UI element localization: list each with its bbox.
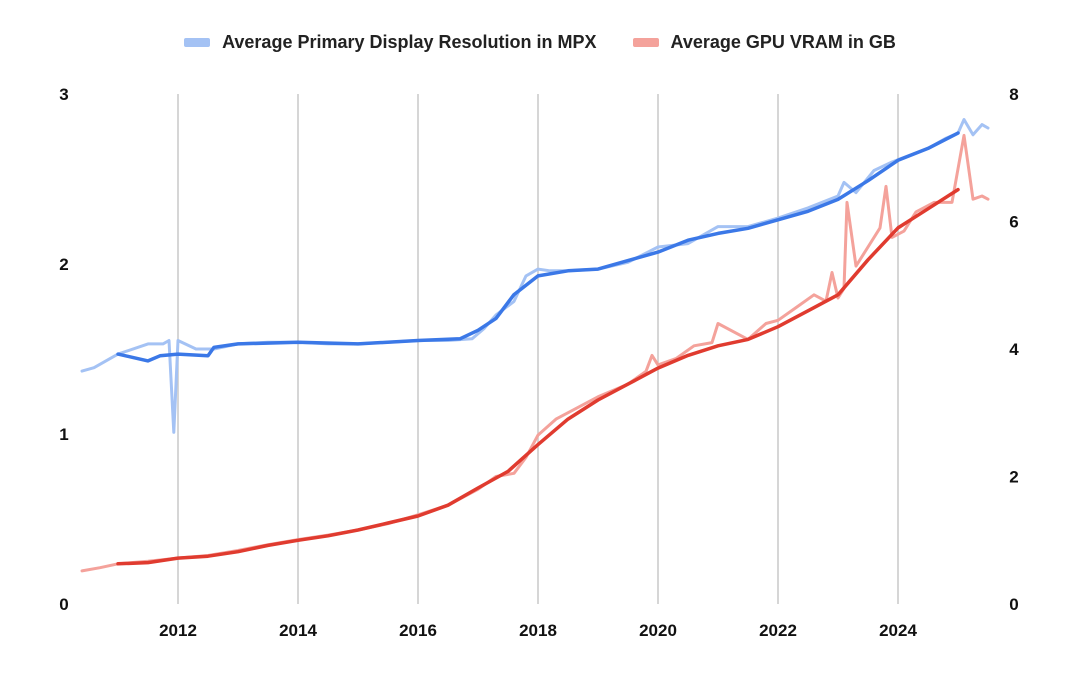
legend: Average Primary Display Resolution in MP…: [0, 32, 1080, 53]
y-right-tick-label-4: 4: [1009, 340, 1019, 359]
y-left-tick-label-1: 1: [59, 425, 68, 444]
x-tick-label-2016: 2016: [399, 621, 437, 640]
legend-item-display-resolution[interactable]: Average Primary Display Resolution in MP…: [184, 32, 597, 53]
y-left-tick-label-0: 0: [59, 595, 68, 614]
series-line-display-resolution-trend: [116, 131, 960, 363]
series-lines: [80, 118, 990, 573]
tick-labels: 2012 2014 2016 2018 2020 2022 2024 0 1 2 3 0 2 4 6 8: [59, 85, 1019, 640]
y-right-tick-label-2: 2: [1009, 468, 1018, 487]
legend-swatch-display-resolution: [184, 38, 211, 47]
x-tick-label-2022: 2022: [759, 621, 797, 640]
legend-label-display-resolution: Average Primary Display Resolution in MP…: [222, 32, 597, 52]
y-right-tick-label-0: 0: [1009, 595, 1018, 614]
x-tick-label-2014: 2014: [279, 621, 317, 640]
legend-swatch-gpu-vram: [632, 38, 659, 47]
series-line-gpu-vram-trend: [116, 187, 960, 566]
y-left-tick-label-3: 3: [59, 85, 68, 104]
y-left-tick-label-2: 2: [59, 255, 68, 274]
x-tick-label-2018: 2018: [519, 621, 557, 640]
legend-item-gpu-vram[interactable]: Average GPU VRAM in GB: [632, 32, 896, 53]
x-tick-label-2024: 2024: [879, 621, 917, 640]
y-right-tick-label-6: 6: [1009, 213, 1018, 232]
series-line-gpu-vram-raw: [80, 133, 990, 573]
y-right-tick-label-8: 8: [1009, 85, 1018, 104]
x-tick-label-2012: 2012: [159, 621, 197, 640]
x-tick-label-2020: 2020: [639, 621, 677, 640]
legend-label-gpu-vram: Average GPU VRAM in GB: [670, 32, 896, 52]
grid-lines: [177, 94, 899, 604]
